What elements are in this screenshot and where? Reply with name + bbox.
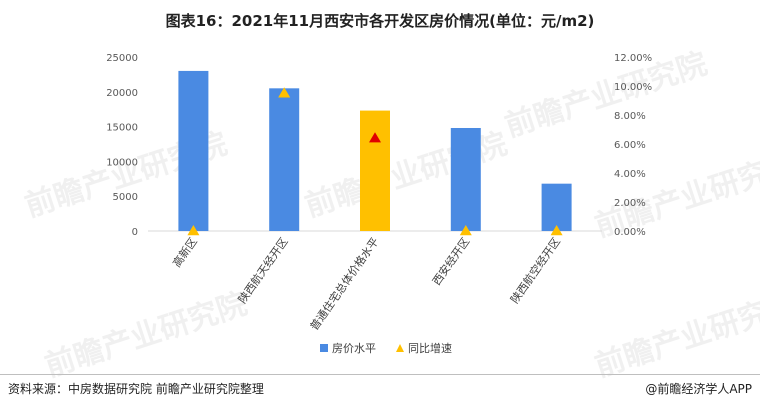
x-category-label: 西安经开区 (429, 235, 472, 288)
y-left-tick-label: 25000 (106, 53, 138, 64)
bar (450, 127, 481, 231)
legend-swatch-marker (396, 344, 404, 352)
brand-credit: @前瞻经济学人APP (645, 382, 752, 396)
y-right-tick-label: 8.00% (614, 111, 646, 122)
y-right-tick-label: 12.00% (614, 53, 652, 64)
y-right-tick-label: 2.00% (614, 198, 646, 209)
growth-marker (369, 132, 381, 143)
x-category-label: 普通住宅总体价格水平 (307, 235, 382, 333)
y-left-tick-label: 15000 (106, 123, 138, 134)
y-right-tick-label: 4.00% (614, 169, 646, 180)
legend-label: 同比增速 (408, 341, 452, 355)
y-left-tick-label: 0 (132, 227, 138, 238)
growth-marker (278, 87, 291, 98)
y-left-tick-label: 20000 (106, 88, 138, 99)
chart-plot: 0 5000 10000 15000 20000 25000 0.00% 2.00% 4.00%… (106, 53, 652, 355)
bar (541, 183, 572, 231)
footer-divider (0, 374, 760, 375)
x-category-label: 陕西航空经开区 (507, 235, 563, 306)
y-right-tick-label: 6.00% (614, 140, 646, 151)
y-left-tick-label: 10000 (106, 157, 138, 168)
legend-label: 房价水平 (332, 342, 376, 355)
growth-marker (459, 225, 472, 236)
source-note: 资料来源：中房数据研究院 前瞻产业研究院整理 (8, 382, 264, 396)
legend-swatch-bar (320, 344, 328, 352)
y-right-tick-label: 10.00% (614, 82, 652, 93)
y-right-tick-label: 0.00% (614, 227, 646, 238)
growth-marker (550, 225, 563, 236)
bar (360, 110, 390, 231)
x-category-label: 陕西航天经开区 (235, 235, 291, 306)
chart-title: 图表16：2021年11月西安市各开发区房价情况(单位：元/m2) (165, 12, 595, 30)
growth-marker (187, 225, 200, 236)
bar (178, 70, 209, 231)
bar (269, 88, 300, 231)
y-left-tick-label: 5000 (113, 192, 138, 203)
x-category-label: 高新区 (169, 235, 199, 270)
